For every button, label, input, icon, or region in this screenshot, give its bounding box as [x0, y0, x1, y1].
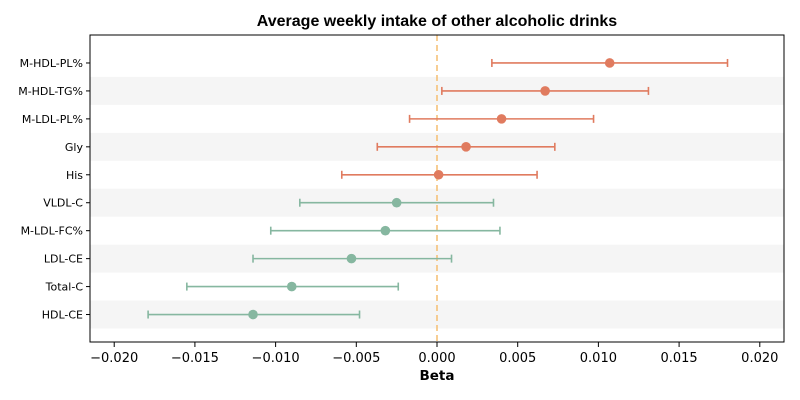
x-tick-label: −0.010 [252, 351, 300, 366]
x-tick-label: 0.005 [499, 351, 536, 366]
y-tick-label: His [66, 169, 83, 182]
y-tick-label: LDL-CE [44, 253, 83, 266]
y-tick-label: Total-C [45, 281, 84, 294]
x-tick-label: 0.010 [580, 351, 617, 366]
beta-point [496, 114, 507, 124]
x-axis-label: Beta [419, 368, 454, 384]
beta-point [248, 309, 258, 320]
y-tick-label: VLDL-C [43, 197, 83, 210]
beta-point [346, 253, 357, 264]
x-tick-label: −0.020 [90, 351, 138, 366]
y-tick-label: M-LDL-PL% [22, 113, 83, 126]
beta-point [433, 169, 444, 180]
x-tick-label: 0.020 [741, 351, 778, 366]
y-tick-label: Gly [65, 141, 84, 154]
x-axis: −0.020 −0.015 −0.010 −0.005 0.000 0.005 0.010 0… [90, 342, 778, 366]
chart-title: Average weekly intake of other alcoholic… [257, 13, 618, 30]
beta-point [461, 142, 471, 152]
beta-point [286, 281, 297, 292]
beta-point [540, 86, 550, 96]
x-tick-label: −0.005 [332, 351, 380, 366]
y-axis: M-HDL-PL% M-HDL-TG% M-LDL-PL% Gly His VLDL-C M… [18, 57, 90, 322]
y-tick-label: HDL-CE [42, 309, 83, 322]
y-tick-label: M-LDL-FC% [21, 225, 83, 238]
x-tick-label: 0.015 [660, 351, 697, 366]
x-tick-label: 0.000 [418, 351, 455, 366]
y-tick-label: M-HDL-TG% [18, 85, 83, 98]
beta-point [604, 58, 615, 68]
x-tick-label: −0.015 [171, 351, 219, 366]
y-tick-label: M-HDL-PL% [20, 57, 83, 70]
beta-point [391, 197, 402, 208]
data-marks [147, 58, 729, 320]
beta-point [380, 225, 391, 236]
